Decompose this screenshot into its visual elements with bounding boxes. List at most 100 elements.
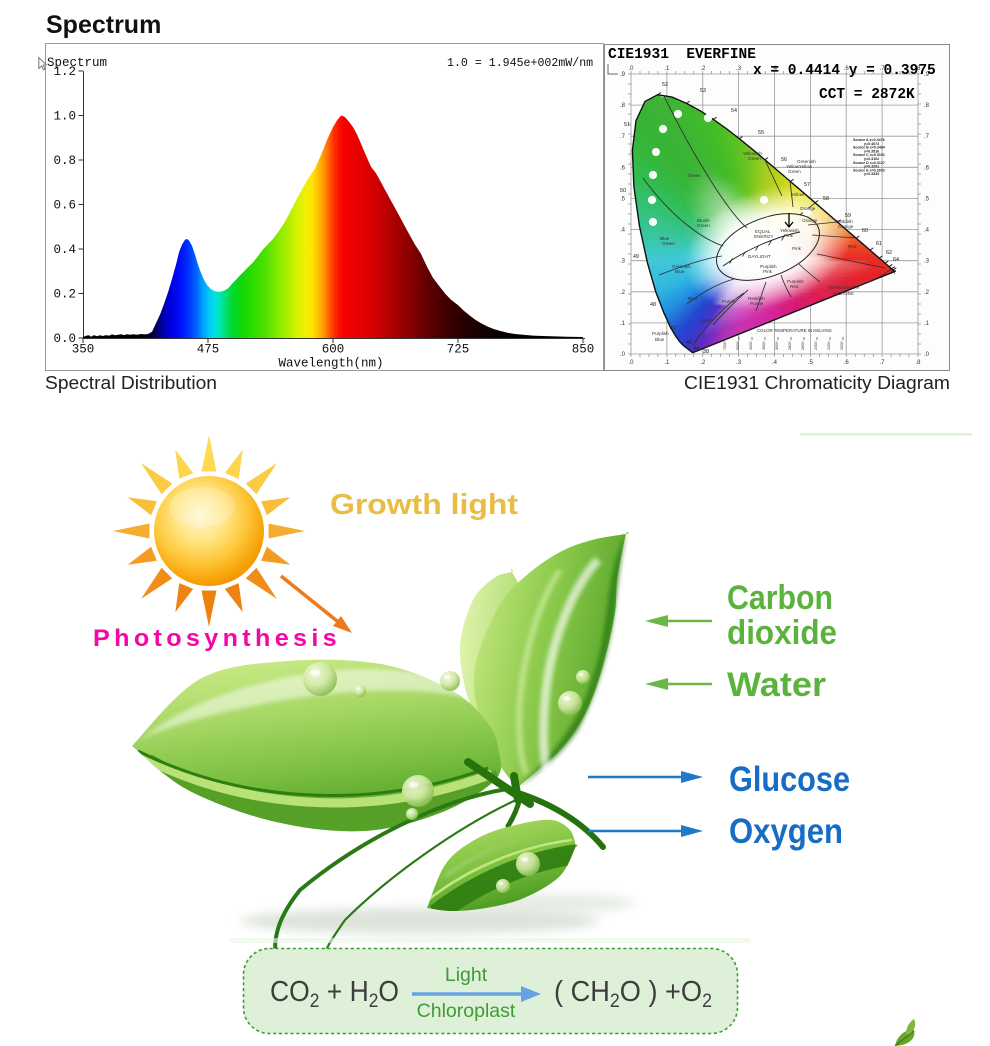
svg-text:61: 61: [876, 241, 882, 247]
svg-text:.6: .6: [844, 360, 850, 366]
svg-text:Yellow: Yellow: [791, 192, 805, 197]
svg-text:Red: Red: [848, 244, 857, 249]
svg-text:ENERGY: ENERGY: [754, 234, 773, 239]
svg-text:y=0.3333: y=0.3333: [864, 172, 879, 176]
svg-text:.2: .2: [700, 66, 706, 72]
svg-text:Blue: Blue: [675, 269, 685, 274]
svg-text:.2: .2: [924, 290, 930, 296]
svg-text:Yellow: Yellow: [786, 164, 800, 169]
svg-text:CIE1931 Chromaticity Diagram: CIE1931 Chromaticity Diagram: [684, 373, 950, 393]
svg-text:Photosynthesis: Photosynthesis: [93, 625, 341, 652]
svg-text:.6: .6: [620, 165, 626, 171]
svg-text:Purple: Purple: [722, 299, 736, 304]
svg-text:Growth light: Growth light: [330, 489, 518, 521]
svg-text:Source A x=0.4476: Source A x=0.4476: [853, 138, 885, 142]
svg-text:Orange: Orange: [800, 206, 816, 211]
svg-text:51: 51: [624, 122, 630, 128]
svg-text:.4: .4: [924, 228, 930, 234]
svg-text:Greenish: Greenish: [797, 159, 816, 164]
svg-text:EQUAL: EQUAL: [755, 229, 771, 234]
svg-text:.1: .1: [664, 360, 670, 366]
svg-text:52: 52: [662, 82, 668, 88]
svg-text:59: 59: [845, 213, 851, 219]
svg-text:Greenish: Greenish: [672, 264, 691, 269]
svg-text:62: 62: [886, 250, 892, 256]
svg-text:350: 350: [72, 343, 95, 357]
svg-text:.1: .1: [924, 321, 930, 327]
svg-text:1.2: 1.2: [53, 65, 76, 79]
svg-text:54: 54: [731, 108, 737, 114]
svg-text:2000: 2000: [840, 342, 844, 350]
svg-text:.7: .7: [924, 134, 930, 140]
svg-text:.0: .0: [620, 352, 626, 358]
svg-text:Yellow: Yellow: [799, 164, 813, 169]
svg-text:64: 64: [893, 257, 899, 263]
svg-text:50: 50: [620, 188, 626, 194]
svg-text:0.0: 0.0: [53, 332, 76, 346]
svg-text:COLOR TEMPERATURE IN KELVINS: COLOR TEMPERATURE IN KELVINS: [757, 328, 832, 333]
svg-text:.5: .5: [808, 66, 814, 72]
svg-text:Source B x=0.3484: Source B x=0.3484: [853, 146, 885, 150]
svg-text:y=0.3162: y=0.3162: [864, 157, 879, 161]
svg-text:850: 850: [572, 343, 595, 357]
svg-text:Purplish: Purplish: [760, 264, 777, 269]
svg-text:Blue: Blue: [660, 236, 670, 241]
svg-text:MICRONS: MICRONS: [833, 291, 854, 296]
svg-text:2600: 2600: [801, 342, 805, 350]
svg-text:Pink: Pink: [784, 233, 794, 238]
svg-text:Purple: Purple: [750, 301, 764, 306]
svg-text:Carbon: Carbon: [727, 579, 833, 617]
svg-text:Spectrum: Spectrum: [47, 56, 107, 70]
svg-text:Green: Green: [662, 241, 675, 246]
svg-text:.0: .0: [628, 360, 634, 366]
svg-text:0.8: 0.8: [53, 154, 76, 168]
svg-text:.7: .7: [880, 66, 886, 72]
svg-text:Violet: Violet: [700, 318, 712, 323]
svg-text:Pink: Pink: [792, 246, 802, 251]
svg-text:.3: .3: [924, 259, 930, 265]
svg-text:Purplish: Purplish: [652, 331, 669, 336]
svg-text:2400: 2400: [814, 342, 818, 350]
svg-text:475: 475: [197, 343, 220, 357]
svg-text:49: 49: [633, 254, 639, 260]
svg-text:Oxygen: Oxygen: [729, 812, 843, 851]
svg-text:Pink: Pink: [763, 269, 773, 274]
svg-text:.7: .7: [880, 360, 886, 366]
svg-text:2200: 2200: [827, 342, 831, 350]
svg-text:3500: 3500: [762, 342, 766, 350]
svg-text:Orange: Orange: [802, 218, 818, 223]
svg-text:.8: .8: [620, 103, 626, 109]
svg-text:46: 46: [686, 340, 692, 346]
svg-text:.8: .8: [924, 103, 930, 109]
svg-text:.8: .8: [915, 66, 921, 72]
svg-text:Wavelength(nm): Wavelength(nm): [278, 357, 383, 371]
svg-text:60: 60: [862, 228, 868, 234]
svg-text:Green: Green: [688, 173, 701, 178]
svg-text:Spectrum: Spectrum: [46, 11, 161, 39]
svg-text:.6: .6: [844, 66, 850, 72]
svg-text:77: 77: [890, 270, 896, 276]
svg-text:.3: .3: [736, 360, 742, 366]
svg-text:53: 53: [700, 88, 706, 94]
svg-text:.4: .4: [772, 360, 778, 366]
svg-text:600: 600: [322, 343, 345, 357]
svg-text:Glucose: Glucose: [729, 760, 850, 799]
svg-text:( CH2O ) +O2: ( CH2O ) +O2: [554, 976, 712, 1012]
svg-text:47: 47: [670, 326, 676, 332]
svg-text:7000: 7000: [723, 342, 727, 350]
svg-text:y=0.4074: y=0.4074: [864, 142, 879, 146]
svg-text:.4: .4: [620, 228, 626, 234]
svg-text:Green: Green: [697, 223, 710, 228]
svg-text:Purplish: Purplish: [787, 279, 804, 284]
svg-text:Source D x=0.3127: Source D x=0.3127: [853, 161, 885, 165]
svg-text:2800: 2800: [788, 342, 792, 350]
svg-text:.4: .4: [772, 66, 778, 72]
svg-text:.7: .7: [620, 134, 626, 140]
svg-text:Red: Red: [790, 284, 799, 289]
svg-text:1.0: 1.0: [53, 110, 76, 124]
svg-text:Yellowish: Yellowish: [743, 151, 762, 156]
svg-text:dioxide: dioxide: [727, 614, 837, 652]
svg-text:58: 58: [823, 196, 829, 202]
svg-text:DAYLIGHT: DAYLIGHT: [748, 254, 771, 259]
svg-text:Orange: Orange: [838, 224, 854, 229]
